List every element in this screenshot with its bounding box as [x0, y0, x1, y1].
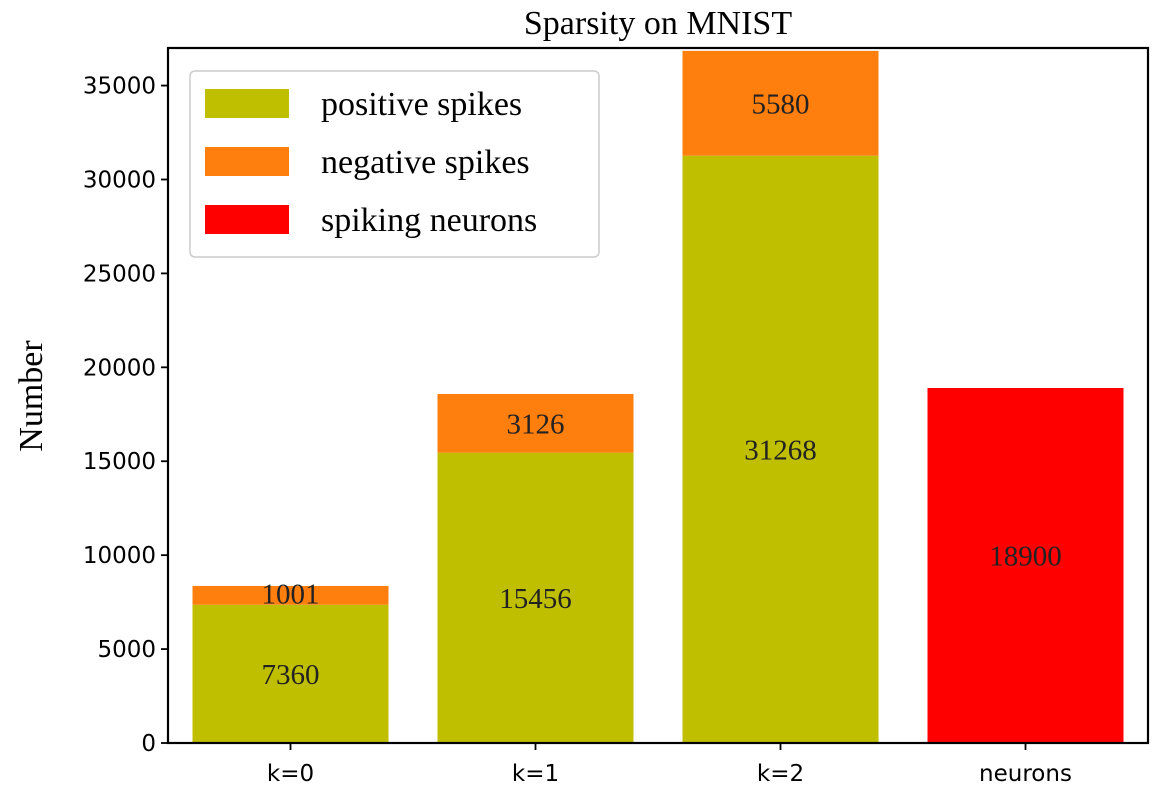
legend-label: positive spikes: [321, 86, 522, 123]
plot-area-frame: [166, 46, 1150, 745]
bars-group: [192, 50, 1124, 743]
y-tick-label: 35000: [83, 74, 156, 100]
bar-value-label: 31268: [744, 434, 817, 466]
legend-swatch: [205, 89, 289, 118]
x-axis-ticks: k=0 k=1 k=2 neurons: [267, 743, 1072, 787]
bar-spiking-neurons-neurons: [927, 387, 1124, 743]
x-tick-label: k=2: [757, 761, 804, 787]
legend-label: spiking neurons: [321, 202, 537, 239]
x-tick-label: k=0: [267, 761, 314, 787]
y-tick-label: 25000: [83, 261, 156, 287]
y-axis-ticks: 0 5000 10000 15000 20000 25000 30000 35000: [83, 74, 168, 757]
bar-value-label: 1001: [262, 578, 320, 610]
x-tick-label: neurons: [979, 761, 1072, 787]
y-tick-label: 15000: [83, 449, 156, 475]
bar-positive-spikes-k0: [192, 604, 389, 743]
legend-box: [189, 70, 600, 258]
legend: positive spikes negative spikes spiking ne…: [189, 70, 600, 258]
legend-label: negative spikes: [321, 144, 530, 181]
y-tick-label: 20000: [83, 355, 156, 381]
legend-swatch: [205, 147, 289, 176]
legend-swatch: [205, 205, 289, 234]
y-tick-label: 5000: [97, 637, 156, 663]
bar-value-label: 5580: [752, 88, 810, 120]
bar-positive-spikes-k1: [437, 452, 634, 743]
chart-title: Sparsity on MNIST: [524, 5, 792, 42]
bar-value-label: 18900: [989, 540, 1062, 572]
y-tick-label: 30000: [83, 167, 156, 193]
y-tick-label: 0: [141, 731, 156, 757]
bar-negative-spikes-k0: [192, 585, 389, 605]
bar-value-label: 3126: [507, 408, 565, 440]
bar-labels-group: 7360 1001 15456 3126 31268 5580 18900: [262, 88, 1062, 691]
x-tick-label: k=1: [512, 761, 559, 787]
bar-negative-spikes-k2: [682, 50, 879, 156]
bar-value-label: 7360: [262, 659, 320, 691]
y-axis-label: Number: [13, 340, 50, 452]
bar-value-label: 15456: [499, 583, 572, 615]
y-tick-label: 10000: [83, 543, 156, 569]
bar-negative-spikes-k1: [437, 393, 634, 453]
bar-positive-spikes-k2: [682, 155, 879, 743]
